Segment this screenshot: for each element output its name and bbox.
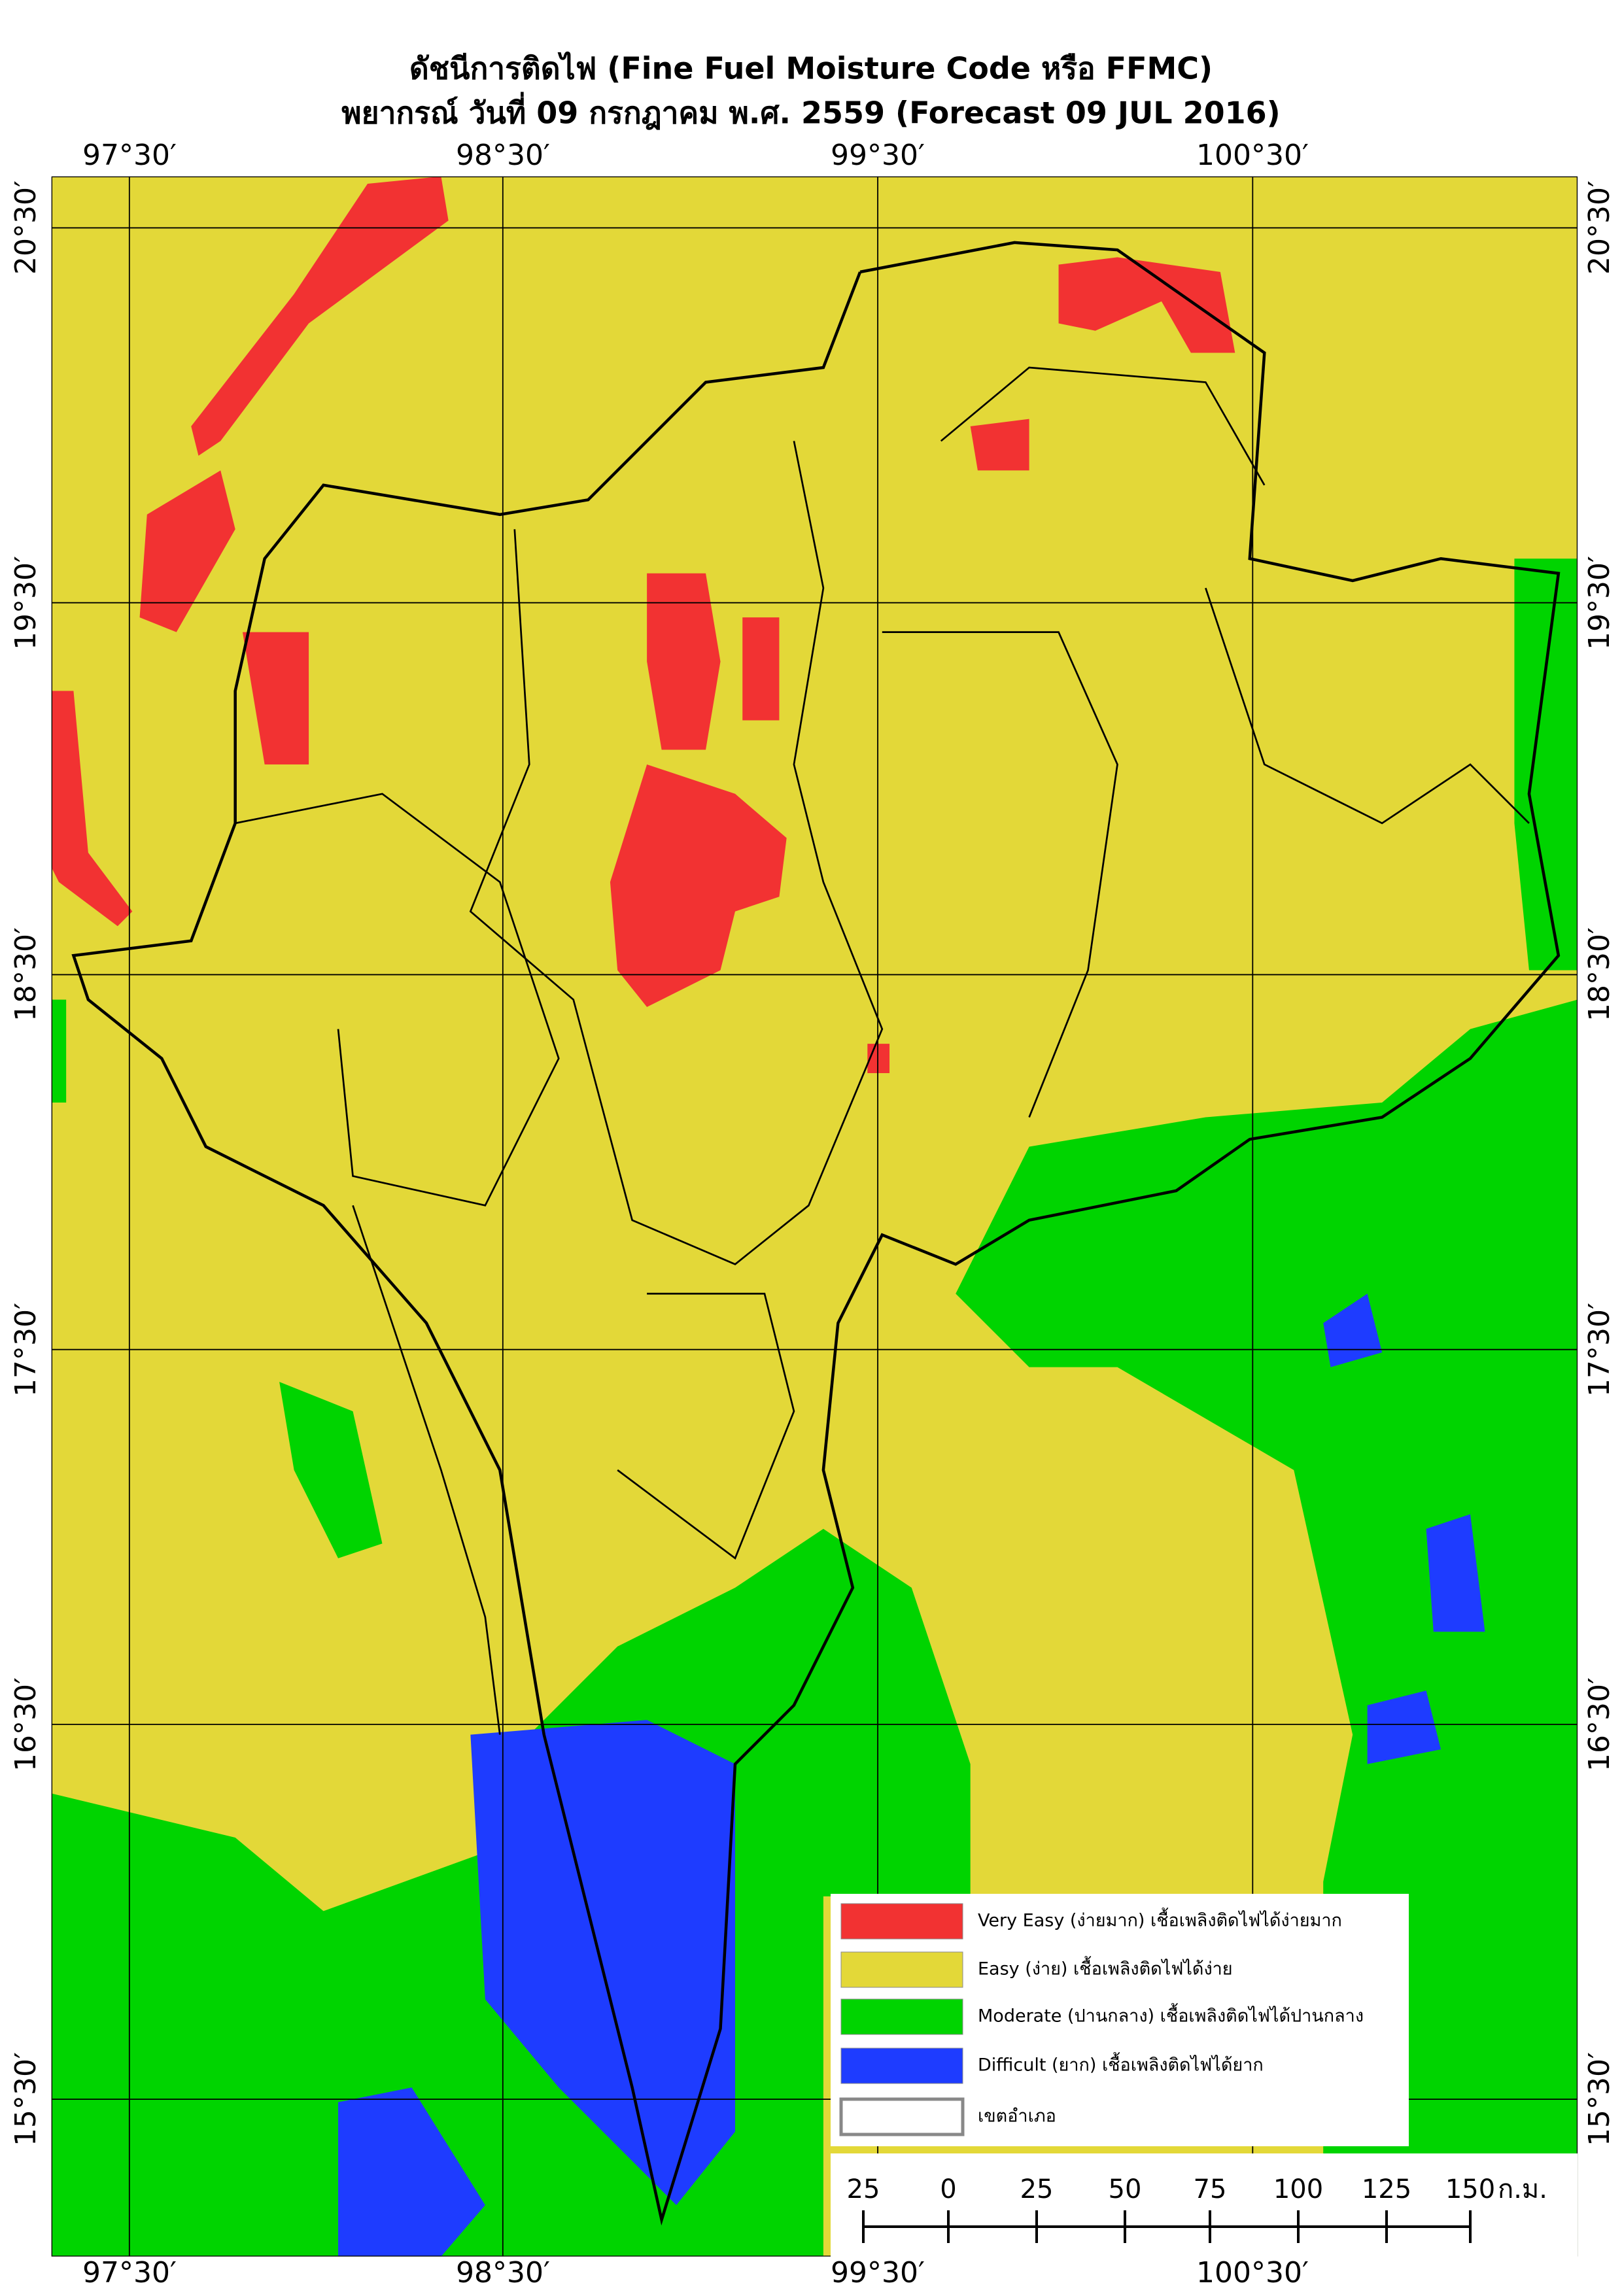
scale-label: 100 — [1273, 2174, 1323, 2204]
latitude-label: 15°30′ — [9, 2052, 43, 2146]
legend-label: เขตอำเภอ — [978, 2106, 1056, 2127]
scale-label: 0 — [940, 2174, 956, 2204]
scale-label: 150 — [1445, 2174, 1495, 2204]
scale-label: 50 — [1109, 2174, 1142, 2204]
longitude-label: 98°30′ — [456, 2256, 550, 2289]
longitude-label: 97°30′ — [82, 2256, 177, 2289]
very-easy-area — [970, 419, 1029, 471]
district-boundaries — [71, 241, 1561, 2226]
longitude-label: 100°30′ — [1196, 2256, 1309, 2289]
legend-swatch — [840, 1998, 963, 2035]
very-easy-area — [610, 764, 787, 1007]
moderate-area — [956, 999, 1578, 2257]
latitude-label: 19°30′ — [1583, 556, 1616, 650]
scale-label: 125 — [1362, 2174, 1411, 2204]
difficult-area — [1367, 1690, 1441, 1764]
legend-swatch — [840, 2048, 963, 2084]
legend-swatch — [839, 2097, 965, 2136]
longitude-label: 98°30′ — [456, 139, 550, 172]
difficult-area — [1323, 1294, 1383, 1367]
legend-swatch — [840, 1951, 963, 1988]
graticule — [51, 176, 1578, 2257]
legend-label: Moderate (ปานกลาง) เชื้อเพลิงติดไฟได้ปาน… — [978, 2003, 1364, 2027]
moderate-area — [279, 1382, 383, 1558]
latitude-label: 19°30′ — [9, 556, 43, 650]
legend-label: Easy (ง่าย) เชื้อเพลิงติดไฟได้ง่าย — [978, 1956, 1233, 1979]
scale-label: 75 — [1194, 2174, 1227, 2204]
latitude-label: 16°30′ — [9, 1677, 43, 1772]
very-easy-area — [647, 573, 721, 750]
longitude-label: 99°30′ — [831, 139, 925, 172]
latitude-label: 18°30′ — [1583, 927, 1616, 1021]
latitude-label: 17°30′ — [1583, 1303, 1616, 1397]
moderate-area — [1514, 558, 1578, 970]
legend-swatch — [840, 1903, 963, 1940]
very-easy-area — [191, 176, 449, 456]
subtitle: พยากรณ์ วันที่ 09 กรกฎาคม พ.ศ. 2559 (For… — [341, 92, 1280, 131]
legend-label: Very Easy (ง่ายมาก) เชื้อเพลิงติดไฟได้ง่… — [978, 1908, 1342, 1931]
longitude-label: 97°30′ — [82, 139, 177, 172]
legend-label: Difficult (ยาก) เชื้อเพลิงติดไฟได้ยาก — [978, 2052, 1264, 2076]
latitude-label: 20°30′ — [1583, 180, 1616, 275]
scale-bar-box — [831, 2153, 1578, 2257]
longitude-label: 100°30′ — [1196, 139, 1309, 172]
difficult-area — [470, 1720, 735, 2205]
map — [51, 176, 1578, 2257]
latitude-label: 15°30′ — [1583, 2052, 1616, 2146]
very-easy-area — [1058, 257, 1235, 353]
scale-label: 25 — [847, 2174, 880, 2204]
scale-label: 25 — [1020, 2174, 1054, 2204]
longitude-label: 99°30′ — [831, 2256, 925, 2289]
latitude-label: 18°30′ — [9, 927, 43, 1021]
very-easy-area — [139, 470, 235, 632]
latitude-label: 20°30′ — [9, 180, 43, 275]
very-easy-area — [742, 617, 780, 721]
latitude-label: 16°30′ — [1583, 1677, 1616, 1772]
latitude-label: 17°30′ — [9, 1303, 43, 1397]
difficult-area — [1426, 1514, 1485, 1632]
scale-unit: ก.ม. — [1498, 2174, 1547, 2204]
very-easy-area — [51, 691, 133, 927]
title: ดัชนีการติดไฟ (Fine Fuel Moisture Code ห… — [409, 51, 1213, 86]
difficult-area — [338, 2087, 485, 2257]
moderate-area — [51, 999, 67, 1103]
